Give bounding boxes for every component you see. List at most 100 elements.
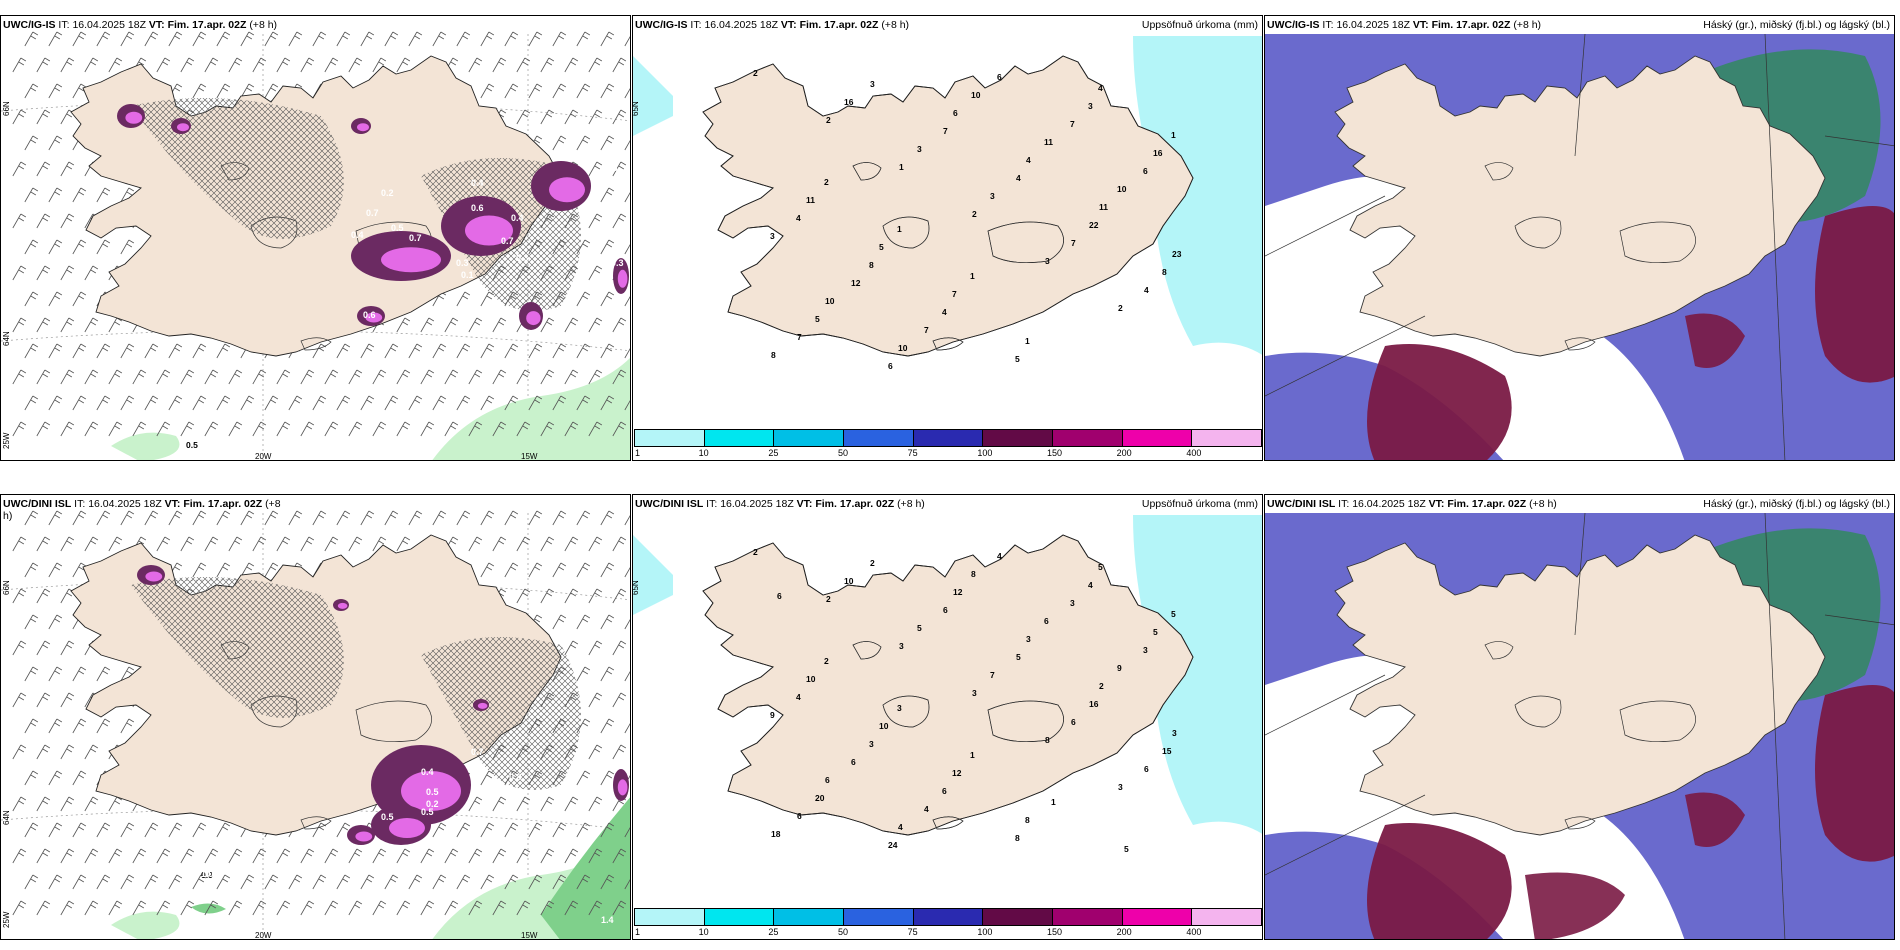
wind-barb bbox=[588, 692, 603, 708]
wind-barb bbox=[528, 83, 543, 99]
wind-barb bbox=[120, 874, 135, 890]
wind-barb bbox=[264, 874, 279, 890]
precip-value: 6 bbox=[943, 605, 948, 615]
precip-value: 22 bbox=[1089, 220, 1099, 230]
wind-barb bbox=[204, 848, 219, 864]
colorbar-label: 100 bbox=[977, 927, 993, 937]
lat-label: 66N bbox=[2, 101, 11, 116]
iceland-group bbox=[702, 55, 1194, 357]
precip-value: 6 bbox=[1143, 166, 1148, 176]
precip-value: 4 bbox=[924, 804, 929, 814]
precip-value: 3 bbox=[1088, 101, 1093, 111]
precip-value: 5 bbox=[879, 242, 884, 252]
precip-map-panel-dini[interactable]: 2 2 3 3 8 3 18 10 5 7 6 6 6 2 6 5 16 15 20 24 12 3 2 3 6 4 8 6 9 9 6 4 4… bbox=[632, 494, 1263, 940]
wind-barb bbox=[132, 369, 147, 385]
wind-barb bbox=[612, 421, 627, 437]
wind-barb bbox=[624, 36, 630, 47]
snow-blob-core bbox=[549, 177, 585, 203]
wind-snow-map-panel-ig[interactable]: 0.5 0.8 0.7 0.4 0.3 0.5 0.7 0.3 0.4 0.6 0.7 0.1 0.2 0… bbox=[0, 15, 631, 461]
low-cloud bbox=[1367, 344, 1512, 460]
wind-barb bbox=[96, 187, 111, 203]
precip-value: 6 bbox=[1144, 764, 1149, 774]
value-label: 0.2 bbox=[381, 188, 394, 198]
lon-label: 15W bbox=[521, 452, 538, 461]
precip-value: 4 bbox=[1016, 173, 1021, 183]
wind-barb bbox=[516, 796, 531, 812]
wind-barb bbox=[72, 239, 87, 255]
precip-value: 3 bbox=[1143, 645, 1148, 655]
wind-barb bbox=[300, 369, 315, 385]
wind-barb bbox=[552, 822, 567, 838]
wind-barb bbox=[516, 57, 531, 73]
colorbar-swatch bbox=[1052, 429, 1123, 447]
precip-value: 2 bbox=[972, 209, 977, 219]
wind-barb bbox=[24, 83, 39, 99]
wind-barb bbox=[624, 348, 630, 359]
precip-value: 4 bbox=[796, 692, 801, 702]
wind-barb bbox=[612, 588, 627, 604]
precip-area bbox=[1133, 36, 1262, 355]
wind-barb bbox=[300, 421, 315, 437]
wind-barb bbox=[48, 239, 63, 255]
wind-barb bbox=[600, 395, 615, 411]
precip-value: 2 bbox=[1099, 681, 1104, 691]
precip-value: 1 bbox=[970, 750, 975, 760]
precip-value: 1 bbox=[1051, 797, 1056, 807]
wind-barb bbox=[12, 536, 27, 552]
wind-barb bbox=[600, 83, 615, 99]
wind-barb bbox=[60, 213, 75, 229]
wind-barb bbox=[396, 900, 411, 916]
value-label: 0.1 bbox=[461, 270, 474, 280]
wind-barb bbox=[588, 265, 603, 281]
wind-barb bbox=[432, 343, 447, 359]
low-cloud bbox=[1367, 823, 1512, 939]
wind-barb bbox=[468, 536, 483, 552]
wind-barb bbox=[588, 57, 603, 73]
snow-blob-core bbox=[145, 571, 163, 582]
wind-barb bbox=[144, 510, 159, 526]
wind-snow-map-panel-dini[interactable]: 0.9 0.4 0.5 0.8 0.7 0.5 0.2 1.3 0.4 1.0 0.5 0.5 0.7 1… bbox=[0, 494, 631, 940]
wind-barb bbox=[588, 796, 603, 812]
rain-area bbox=[432, 357, 630, 460]
precip-value: 3 bbox=[972, 688, 977, 698]
colorbar-label: 10 bbox=[698, 927, 709, 937]
wind-barb bbox=[72, 187, 87, 203]
cloud-map-panel-dini[interactable]: UWC/DINI ISL IT: 16.04.2025 18Z VT: Fim.… bbox=[1264, 494, 1895, 940]
glacier-outline bbox=[987, 700, 1064, 742]
wind-barb bbox=[120, 510, 135, 526]
colorbar-swatch bbox=[1191, 429, 1262, 447]
precip-value: 2 bbox=[826, 594, 831, 604]
precip-map-panel-ig[interactable]: 2 2 1 2 3 2 8 16 3 3 7 4 7 3 7 4 22 8 5 6 6 4 11 23 10 10 10 11 10 3 1… bbox=[632, 15, 1263, 461]
glacier-outline bbox=[1484, 641, 1514, 660]
wind-barb bbox=[36, 536, 51, 552]
wind-barb bbox=[396, 848, 411, 864]
precip-values: 2212328163374737422856641123101010111031… bbox=[753, 68, 1182, 371]
wind-barb bbox=[408, 510, 423, 526]
wind-barb bbox=[468, 369, 483, 385]
precip-value: 5 bbox=[815, 314, 820, 324]
wind-barb bbox=[72, 822, 87, 838]
wind-barb bbox=[540, 900, 555, 916]
precip-area bbox=[633, 56, 673, 136]
precip-value: 1 bbox=[897, 224, 902, 234]
wind-barb bbox=[420, 900, 435, 916]
low-cloud bbox=[1815, 206, 1894, 383]
wind-barb bbox=[48, 395, 63, 411]
wind-barb bbox=[84, 796, 99, 812]
wind-barb bbox=[84, 536, 99, 552]
wind-barb bbox=[300, 900, 315, 916]
boundary-lines bbox=[1265, 512, 1894, 939]
panel-title: UWC/IG-IS IT: 16.04.2025 18Z VT: Fim. 17… bbox=[1267, 19, 1542, 31]
rain-areas bbox=[111, 357, 630, 460]
wind-barb bbox=[516, 588, 531, 604]
wind-barb bbox=[576, 135, 591, 151]
wind-barb bbox=[612, 161, 627, 177]
wind-barb bbox=[12, 109, 27, 125]
wind-barb bbox=[120, 187, 135, 203]
precip-value: 7 bbox=[990, 670, 995, 680]
cloud-map-panel-ig[interactable]: UWC/IG-IS IT: 16.04.2025 18Z VT: Fim. 17… bbox=[1264, 15, 1895, 461]
boundary-line bbox=[1764, 33, 1786, 460]
wind-barb bbox=[60, 744, 75, 760]
precip-value: 4 bbox=[997, 551, 1002, 561]
wind-barb bbox=[72, 718, 87, 734]
